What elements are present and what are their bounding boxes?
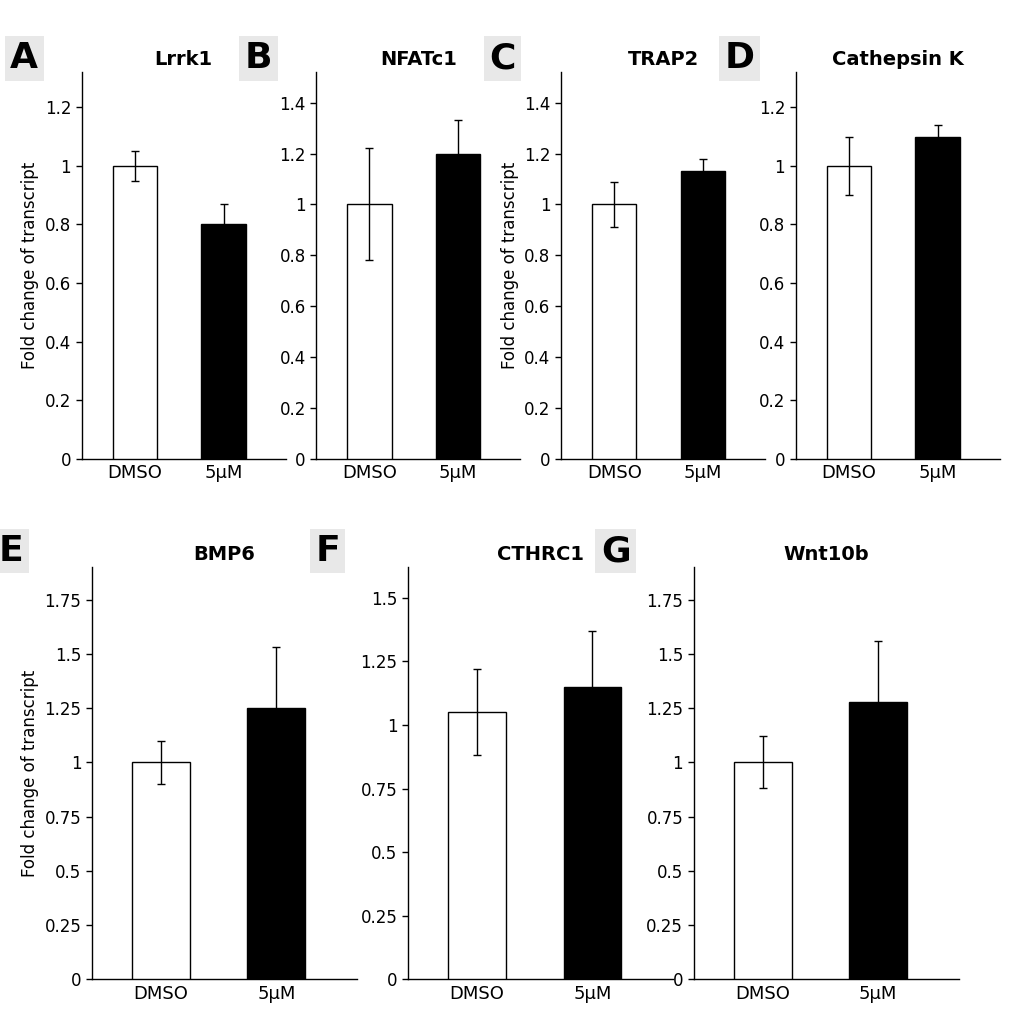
Title: BMP6: BMP6 — [194, 545, 255, 564]
Bar — [680, 171, 725, 459]
Bar — [564, 687, 621, 979]
Text: A: A — [10, 41, 38, 75]
Bar — [448, 712, 505, 979]
Title: TRAP2: TRAP2 — [627, 51, 698, 69]
Bar — [825, 166, 870, 459]
Bar — [734, 762, 791, 979]
Title: CTHRC1: CTHRC1 — [496, 545, 584, 564]
Bar — [248, 708, 305, 979]
Title: Cathepsin K: Cathepsin K — [830, 51, 963, 69]
Title: Wnt10b: Wnt10b — [783, 545, 868, 564]
Bar — [346, 204, 391, 459]
Bar — [849, 702, 906, 979]
Text: D: D — [723, 41, 753, 75]
Y-axis label: Fold change of transcript: Fold change of transcript — [500, 162, 518, 369]
Text: G: G — [600, 534, 630, 568]
Y-axis label: Fold change of transcript: Fold change of transcript — [20, 669, 39, 877]
Y-axis label: Fold change of transcript: Fold change of transcript — [21, 162, 39, 369]
Bar — [591, 204, 636, 459]
Text: E: E — [0, 534, 23, 568]
Bar — [132, 762, 190, 979]
Title: Lrrk1: Lrrk1 — [155, 51, 212, 69]
Bar — [914, 136, 959, 459]
Bar — [112, 166, 157, 459]
Bar — [201, 225, 246, 459]
Text: C: C — [489, 41, 516, 75]
Text: B: B — [245, 41, 272, 75]
Text: F: F — [315, 534, 339, 568]
Title: NFATc1: NFATc1 — [379, 51, 457, 69]
Bar — [435, 154, 480, 459]
